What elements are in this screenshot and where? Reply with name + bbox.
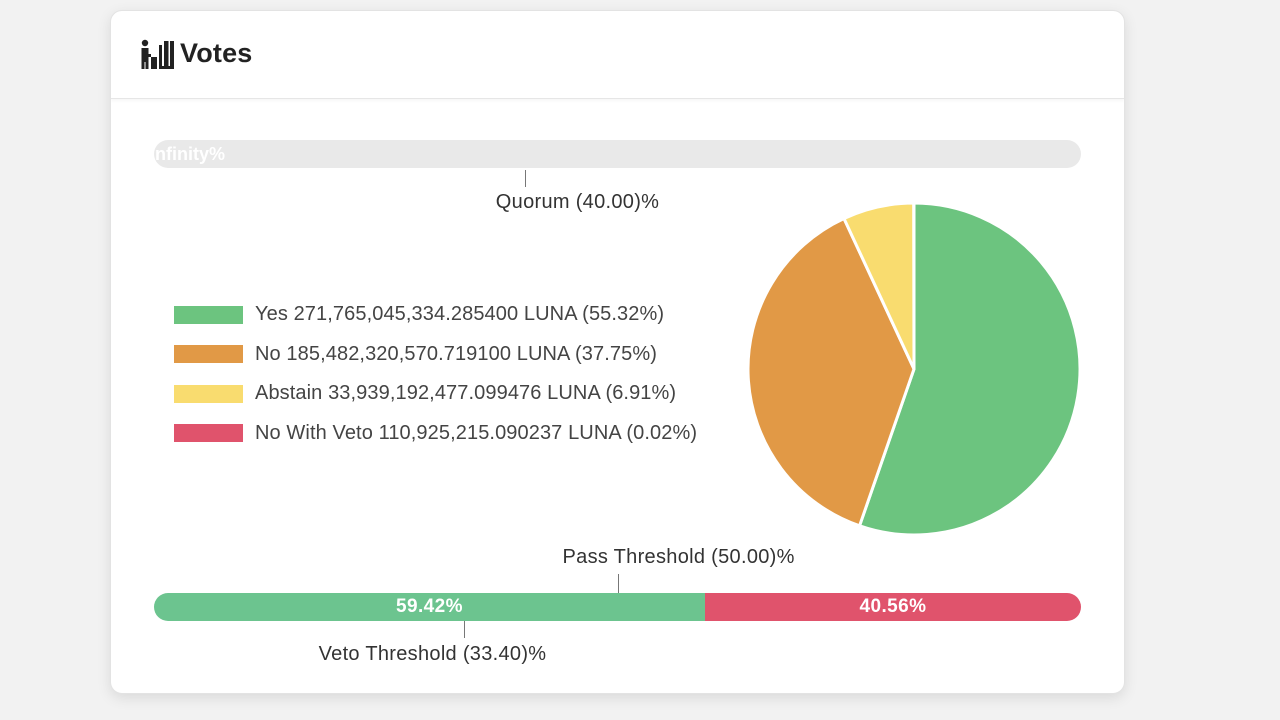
legend-swatch bbox=[174, 345, 243, 364]
veto-threshold-label: Veto Threshold (33.40)% bbox=[318, 643, 547, 665]
quorum-marker-label: Quorum (40.00)% bbox=[495, 191, 660, 213]
legend-label: No With Veto 110,925,215.090237 LUNA (0.… bbox=[255, 421, 698, 444]
quorum-bar: Infinity% bbox=[154, 140, 1081, 168]
vote-result-bar: 59.42% 40.56% bbox=[154, 593, 1081, 621]
legend-label: Abstain 33,939,192,477.099476 LUNA (6.91… bbox=[255, 382, 677, 405]
quorum-bar-fill: Infinity% bbox=[154, 144, 225, 164]
card-header: Votes bbox=[111, 11, 1124, 99]
legend-item[interactable]: No 185,482,320,570.719100 LUNA (37.75%) bbox=[174, 335, 697, 375]
vote-pie-chart bbox=[746, 201, 1082, 537]
legend-item[interactable]: No With Veto 110,925,215.090237 LUNA (0.… bbox=[174, 414, 697, 454]
card-title: Votes bbox=[180, 38, 253, 68]
legend-swatch bbox=[174, 424, 243, 443]
legend-label: Yes 271,765,045,334.285400 LUNA (55.32%) bbox=[255, 303, 665, 326]
pie-slice-1[interactable] bbox=[746, 216, 916, 528]
veto-threshold-tick bbox=[463, 621, 465, 638]
legend-swatch bbox=[174, 384, 243, 403]
legend-swatch bbox=[174, 305, 243, 324]
legend-item[interactable]: Yes 271,765,045,334.285400 LUNA (55.32%) bbox=[174, 295, 697, 335]
vote-bar-segment-1: 40.56% bbox=[704, 593, 1081, 621]
legend-label: No 185,482,320,570.719100 LUNA (37.75%) bbox=[255, 342, 657, 365]
vote-bar-segment-0: 59.42% bbox=[154, 593, 705, 621]
legend-item[interactable]: Abstain 33,939,192,477.099476 LUNA (6.91… bbox=[174, 374, 697, 414]
votes-card: Votes Infinity% Quorum (40.00)% Yes 271,… bbox=[110, 10, 1125, 694]
quorum-marker-tick bbox=[524, 170, 526, 187]
ballot-box-icon bbox=[141, 39, 174, 69]
pass-threshold-label: Pass Threshold (50.00)% bbox=[562, 546, 795, 568]
pass-threshold-tick bbox=[617, 574, 619, 593]
pie-legend: Yes 271,765,045,334.285400 LUNA (55.32%)… bbox=[174, 295, 697, 453]
